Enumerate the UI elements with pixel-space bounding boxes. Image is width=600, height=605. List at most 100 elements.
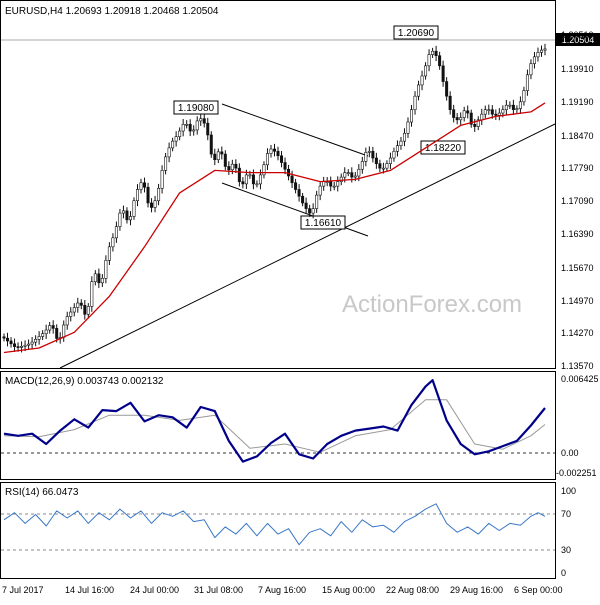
candle-body xyxy=(206,122,210,136)
price-y-tick: 1.20510 xyxy=(561,30,594,40)
candle-body xyxy=(255,183,259,186)
macd-y-tick: 0.006425 xyxy=(561,374,599,384)
candle-body xyxy=(265,153,269,166)
candle-body xyxy=(343,172,347,178)
candle-body xyxy=(395,145,399,152)
x-tick: 22 Aug 08:00 xyxy=(386,585,439,595)
price-y-tick: 1.15670 xyxy=(561,263,594,273)
candle-body xyxy=(501,109,505,114)
candle-body xyxy=(332,185,336,188)
candle-body xyxy=(132,200,136,217)
candle-body xyxy=(402,132,406,142)
candle-body xyxy=(388,157,392,164)
candle-body xyxy=(290,175,294,184)
candle-body xyxy=(143,182,147,188)
candle-body xyxy=(487,109,491,111)
candle-body xyxy=(93,273,97,282)
trendline-rising-support xyxy=(59,123,556,369)
callout-low-2-label: 1.18220 xyxy=(425,143,462,154)
candle-body xyxy=(244,174,248,185)
candle-body xyxy=(381,167,385,170)
candle-body xyxy=(339,176,343,182)
candle-body xyxy=(308,208,312,214)
candle-body xyxy=(476,119,480,127)
candle-body xyxy=(504,104,508,110)
last-price-tag-label: 1.20504 xyxy=(562,35,595,45)
candle-body xyxy=(97,273,101,284)
candle-body xyxy=(213,153,217,161)
macd-panel-title: MACD(12,26,9) 0.003743 0.002132 xyxy=(5,376,164,387)
candle-body xyxy=(473,123,477,127)
candle-body xyxy=(223,153,227,167)
x-tick: 6 Sep 00:00 xyxy=(514,585,563,595)
candle-body xyxy=(135,189,139,202)
rsi-y-tick: 70 xyxy=(561,509,571,519)
candle-body xyxy=(455,117,459,121)
candle-body xyxy=(494,113,498,116)
rsi-line xyxy=(3,503,546,546)
candle-body xyxy=(490,109,494,115)
price-panel-title: EURUSD,H4 1.20693 1.20918 1.20468 1.2050… xyxy=(5,6,219,17)
price-y-tick: 1.17790 xyxy=(561,163,594,173)
candle-body xyxy=(216,151,220,161)
price-y-tick: 1.19910 xyxy=(561,64,594,74)
candle-body xyxy=(230,163,234,171)
candle-body xyxy=(76,302,80,308)
candle-body xyxy=(378,163,382,169)
candle-body xyxy=(20,346,24,348)
candle-body xyxy=(536,52,540,58)
callout-low-1-label: 1.16610 xyxy=(305,218,342,229)
candle-body xyxy=(406,121,410,134)
candle-body xyxy=(385,163,389,169)
candle-body xyxy=(304,202,308,209)
candle-body xyxy=(237,167,241,182)
candle-body xyxy=(107,246,111,261)
candle-body xyxy=(44,329,48,334)
candle-body xyxy=(427,54,431,67)
candle-body xyxy=(150,202,154,208)
rsi-panel-title: RSI(14) 66.0473 xyxy=(5,487,79,498)
candle-body xyxy=(315,194,319,209)
candle-body xyxy=(65,316,69,326)
candle-body xyxy=(311,208,315,214)
candle-body xyxy=(188,123,192,132)
candle-body xyxy=(483,109,487,115)
candle-body xyxy=(294,182,298,190)
candle-body xyxy=(16,346,20,348)
candle-body xyxy=(72,307,76,313)
rsi-y-tick: 100 xyxy=(561,486,576,496)
candle-body xyxy=(121,210,125,214)
candle-body xyxy=(353,175,357,178)
x-tick: 15 Aug 00:00 xyxy=(322,585,375,595)
x-tick: 24 Jul 00:00 xyxy=(130,585,179,595)
candle-body xyxy=(371,150,375,159)
candle-body xyxy=(445,81,449,97)
candle-body xyxy=(462,110,466,118)
candle-body xyxy=(37,336,41,340)
candle-body xyxy=(30,341,34,345)
price-y-tick: 1.17090 xyxy=(561,196,594,206)
x-tick: 31 Jul 08:00 xyxy=(194,585,243,595)
moving-average-line xyxy=(3,102,546,354)
candle-body xyxy=(283,162,287,170)
candle-body xyxy=(367,150,371,153)
candle-body xyxy=(322,181,326,187)
callout-low-2: 1.18220 xyxy=(420,140,466,155)
watermark: ActionForex.com xyxy=(342,291,522,318)
candle-body xyxy=(469,112,473,125)
candle-body xyxy=(459,117,463,121)
candle-body xyxy=(511,104,515,110)
macd-y-tick: -0.002251 xyxy=(556,468,597,478)
candle-body xyxy=(329,181,333,187)
price-panel-frame xyxy=(0,0,556,369)
candle-body xyxy=(100,278,104,284)
candle-body xyxy=(13,343,17,347)
candle-body xyxy=(431,50,435,55)
candle-body xyxy=(529,63,533,76)
price-y-tick: 1.14270 xyxy=(561,328,594,338)
candle-body xyxy=(543,48,547,51)
candle-body xyxy=(34,338,38,343)
candle-body xyxy=(522,90,526,103)
price-y-tick: 1.13570 xyxy=(561,361,594,371)
